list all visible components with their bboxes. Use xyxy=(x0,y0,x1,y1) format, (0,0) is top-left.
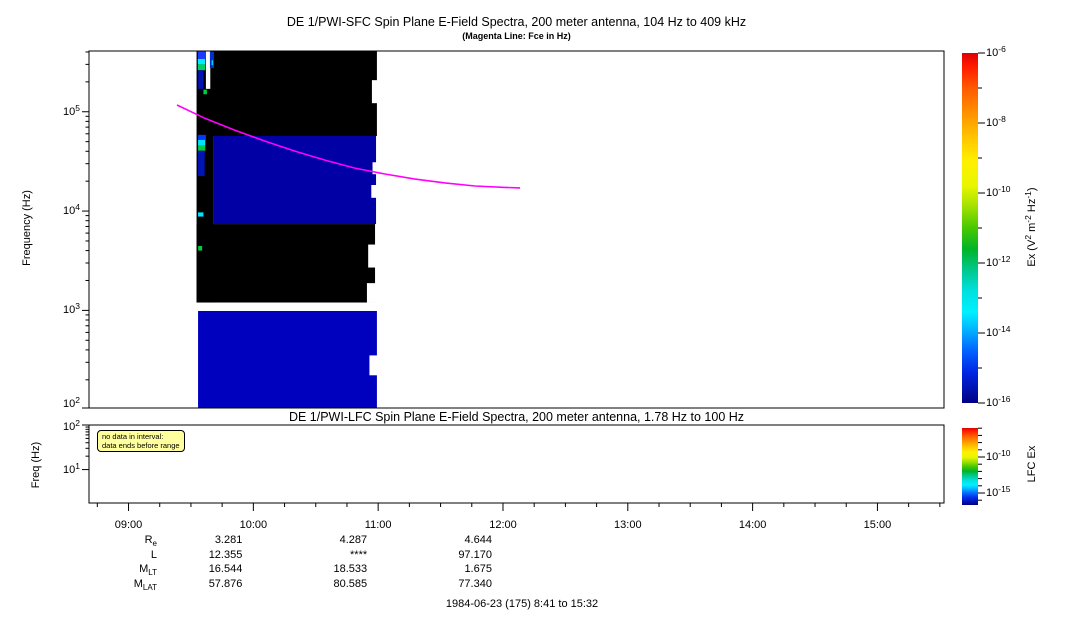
time-tick-label: 12:00 xyxy=(489,519,517,531)
top-panel-subtitle: (Magenta Line: Fce in Hz) xyxy=(462,31,571,41)
spectrogram-block xyxy=(209,51,215,69)
lfc-y-tick-label: 101 xyxy=(63,460,80,476)
spectrogram-block xyxy=(198,134,206,140)
spectrogram-block xyxy=(369,355,379,376)
bottom-panel-frame xyxy=(88,424,945,504)
time-tick-label: 14:00 xyxy=(738,519,767,531)
spectrogram-blocks xyxy=(196,51,379,408)
ephemeris-value: 97.170 xyxy=(458,548,492,561)
sfc-colorbar-tick-label: 10-12 xyxy=(986,254,1011,269)
no-data-line2: data ends before range xyxy=(102,441,180,450)
spectrogram-block xyxy=(371,185,377,198)
spectrogram-block xyxy=(198,70,204,89)
lfc-colorbar-tick-label: 10-10 xyxy=(986,448,1011,463)
time-tick-label: 10:00 xyxy=(239,519,268,531)
spectrogram-block xyxy=(368,244,376,268)
colorbars xyxy=(962,52,985,505)
ephemeris-value: 1.675 xyxy=(464,563,492,575)
spectrogram-block xyxy=(198,310,377,408)
superscript: -1 xyxy=(1023,191,1033,199)
sfc-colorbar xyxy=(962,53,978,403)
bottom-panel-title: DE 1/PWI-LFC Spin Plane E-Field Spectra,… xyxy=(288,410,745,424)
spectrogram-block xyxy=(196,224,376,303)
ephemeris-value: 77.340 xyxy=(458,577,492,590)
ephemeris-value: 4.644 xyxy=(464,534,492,546)
time-tick-label: 15:00 xyxy=(863,519,892,531)
lfc-colorbar xyxy=(962,428,978,505)
panel-frames xyxy=(88,50,945,504)
spectrogram-block xyxy=(203,89,207,95)
ephemeris-value: **** xyxy=(350,548,368,561)
spectrogram-block xyxy=(372,162,377,175)
ephemeris-value: 80.585 xyxy=(333,577,368,590)
ephemeris-row-label: Re xyxy=(144,534,157,548)
ephemeris-value: 3.281 xyxy=(214,534,243,546)
sfc-y-tick-label: 104 xyxy=(63,202,80,218)
spectrogram-block xyxy=(197,64,206,71)
time-tick-label: 09:00 xyxy=(114,519,143,531)
sfc-y-tick-label: 102 xyxy=(63,395,80,410)
spectrogram-block xyxy=(197,58,206,65)
spectrogram-block xyxy=(198,145,206,151)
top-panel-title: DE 1/PWI-SFC Spin Plane E-Field Spectra,… xyxy=(286,15,747,29)
ephemeris-value: 12.355 xyxy=(208,548,243,561)
top-panel-ylabel: Frequency (Hz) xyxy=(21,190,33,266)
time-tick-label: 13:00 xyxy=(614,519,642,531)
time-tick-label: 11:00 xyxy=(364,519,392,531)
sfc-colorbar-label: Ex (V2 m-2 Hz-1) xyxy=(1023,187,1038,267)
sfc-colorbar-tick-label: 10-14 xyxy=(986,324,1011,339)
spectrogram-block xyxy=(198,150,205,177)
ephemeris-value: 57.876 xyxy=(208,577,243,590)
ephemeris-value: 18.533 xyxy=(333,563,368,575)
superscript: -2 xyxy=(1023,215,1033,223)
lfc-colorbar-label: LFC Ex xyxy=(1026,445,1038,483)
lfc-colorbar-tick-label: 10-15 xyxy=(986,484,1011,499)
ephemeris-value: 4.287 xyxy=(339,534,368,546)
spectrogram-block xyxy=(205,51,211,89)
spectrogram-block xyxy=(197,51,206,59)
superscript: 2 xyxy=(1023,234,1033,240)
sfc-colorbar-tick-label: 10-16 xyxy=(986,394,1011,409)
spectrogram-block xyxy=(198,139,206,146)
sfc-colorbar-tick-label: 10-8 xyxy=(986,114,1006,129)
top-panel-frame xyxy=(88,50,945,409)
ephemeris-row-label: MLT xyxy=(139,563,157,577)
sfc-colorbar-tick-label: 10-6 xyxy=(986,44,1006,59)
spectrogram-block xyxy=(213,135,377,225)
fce-line xyxy=(176,104,521,189)
lfc-y-tick-label: 102 xyxy=(63,418,80,433)
spectrogram-block xyxy=(366,283,376,303)
axis-ticks xyxy=(82,51,941,511)
date-range-caption: 1984-06-23 (175) 8:41 to 15:32 xyxy=(445,598,599,610)
fce-curve xyxy=(176,104,521,189)
ephemeris-row-label: MLAT xyxy=(133,577,157,592)
no-data-line1: no data in interval: xyxy=(102,432,164,441)
spectrogram-block xyxy=(211,60,213,66)
ephemeris-value: 16.544 xyxy=(208,563,243,575)
ephemeris-row-label: L xyxy=(150,548,157,561)
sfc-y-tick-label: 105 xyxy=(63,102,80,118)
spectrogram-block xyxy=(371,80,379,104)
spectrogram-block xyxy=(198,245,203,251)
spectrogram-block xyxy=(210,51,377,136)
sfc-colorbar-tick-label: 10-10 xyxy=(986,184,1011,199)
spectrogram-block xyxy=(198,212,204,217)
sfc-y-tick-label: 103 xyxy=(63,301,80,317)
no-data-tooltip: no data in interval: data ends before ra… xyxy=(97,430,185,452)
